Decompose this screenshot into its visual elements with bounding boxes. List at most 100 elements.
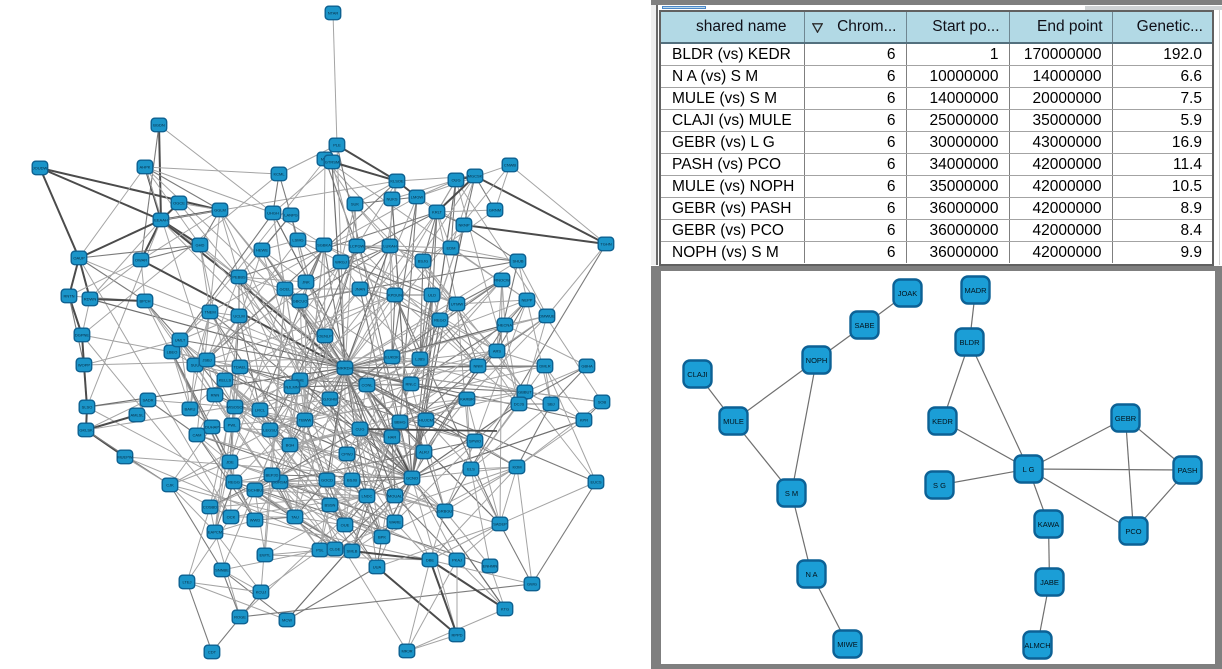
- svg-text:EDM: EDM: [447, 246, 456, 251]
- svg-text:HUJCM: HUJCM: [419, 418, 433, 423]
- svg-text:BSSN: BSSN: [325, 503, 336, 508]
- svg-text:BSJB: BSJB: [347, 478, 357, 483]
- svg-text:LANPG: LANPG: [284, 213, 298, 218]
- svg-text:TGHN: TGHN: [600, 242, 611, 247]
- svg-text:GBHA: GBHA: [581, 364, 593, 369]
- svg-text:REGG: REGG: [228, 480, 240, 485]
- svg-text:KPR: KPR: [580, 418, 588, 423]
- svg-text:LBEO: LBEO: [167, 350, 178, 355]
- svg-text:LJBS: LJBS: [415, 357, 425, 362]
- svg-text:MRJR: MRJR: [401, 649, 412, 654]
- svg-text:LTEJ: LTEJ: [182, 580, 191, 585]
- svg-text:ELS: ELS: [467, 467, 475, 472]
- svg-text:GKLSK: GKLSK: [79, 428, 93, 433]
- svg-text:BAKU: BAKU: [185, 407, 196, 412]
- svg-text:BGDN: BGDN: [153, 123, 165, 128]
- svg-text:MRRDH: MRRDH: [338, 366, 353, 371]
- svg-text:PASH: PASH: [1177, 466, 1197, 475]
- svg-text:L G: L G: [1022, 465, 1034, 474]
- svg-text:REGO: REGO: [434, 318, 446, 323]
- svg-text:S G: S G: [933, 481, 946, 490]
- svg-text:KCML: KCML: [273, 172, 285, 177]
- svg-text:MIWE: MIWE: [837, 640, 857, 649]
- svg-text:KELLS: KELLS: [219, 378, 232, 383]
- svg-text:BPCH: BPCH: [139, 299, 150, 304]
- svg-text:SBJ: SBJ: [547, 402, 554, 407]
- svg-text:KARBR: KARBR: [460, 397, 474, 402]
- svg-text:MCW: MCW: [282, 618, 292, 623]
- svg-text:GJGHB: GJGHB: [323, 397, 337, 402]
- svg-text:OUE: OUE: [341, 523, 350, 528]
- svg-text:SHE: SHE: [296, 378, 305, 383]
- svg-text:CPWJ: CPWJ: [341, 452, 352, 457]
- svg-text:GEBR: GEBR: [1114, 414, 1136, 423]
- svg-text:CAM: CAM: [193, 433, 202, 438]
- svg-text:SUU: SUU: [191, 363, 200, 368]
- svg-text:DCJS: DCJS: [514, 402, 525, 407]
- svg-text:NKNP: NKNP: [458, 223, 469, 228]
- svg-text:SGBKA: SGBKA: [317, 243, 331, 248]
- svg-text:UCLM: UCLM: [233, 314, 244, 319]
- svg-text:WARE: WARE: [389, 520, 401, 525]
- svg-text:CNWB: CNWB: [504, 163, 517, 168]
- svg-text:HEWE: HEWE: [256, 248, 268, 253]
- svg-text:RPPD: RPPD: [451, 633, 462, 638]
- svg-text:SMLB: SMLB: [347, 549, 358, 554]
- svg-text:GBBUT: GBBUT: [518, 390, 532, 395]
- svg-text:SADEP: SADEP: [493, 522, 507, 527]
- svg-text:HECNA: HECNA: [498, 323, 512, 328]
- svg-text:BLDR: BLDR: [959, 338, 980, 347]
- svg-text:LRCL: LRCL: [255, 408, 266, 413]
- svg-text:LMGW: LMGW: [411, 195, 424, 200]
- svg-text:KCUJ: KCUJ: [256, 590, 266, 595]
- svg-text:GRBGU: GRBGU: [438, 509, 453, 514]
- svg-text:JORSM: JORSM: [273, 480, 287, 485]
- svg-text:ARS: ARS: [493, 349, 502, 354]
- svg-text:JDE: JDE: [226, 460, 234, 465]
- svg-text:SOB: SOB: [598, 400, 607, 405]
- svg-text:GCNO: GCNO: [406, 476, 418, 481]
- svg-text:KPDUN: KPDUN: [388, 293, 402, 298]
- svg-text:ENHMN: ENHMN: [483, 564, 498, 569]
- svg-text:NOPH: NOPH: [805, 356, 827, 365]
- svg-text:BSJG: BSJG: [418, 259, 428, 264]
- svg-text:ALRJ: ALRJ: [419, 450, 429, 455]
- svg-text:TBWW: TBWW: [299, 418, 312, 423]
- svg-text:MOUAL: MOUAL: [388, 494, 403, 499]
- svg-text:TNEM: TNEM: [204, 310, 215, 315]
- svg-text:JSBJ: JSBJ: [202, 358, 211, 363]
- svg-text:KEDR: KEDR: [932, 417, 953, 426]
- svg-text:ULD: ULD: [428, 293, 436, 298]
- svg-text:OGCE: OGCE: [173, 201, 185, 206]
- svg-text:KAWA: KAWA: [1037, 520, 1059, 529]
- svg-text:BEPJD: BEPJD: [266, 473, 279, 478]
- svg-text:PLE: PLE: [333, 143, 341, 148]
- svg-text:HAR: HAR: [388, 435, 397, 440]
- svg-text:BPK: BPK: [378, 535, 386, 540]
- svg-text:MADR: MADR: [964, 286, 987, 295]
- svg-text:EAPCM: EAPCM: [208, 530, 222, 535]
- svg-text:RNN: RNN: [211, 393, 220, 398]
- svg-text:ALMCH: ALMCH: [1024, 641, 1050, 650]
- svg-text:N A: N A: [805, 570, 817, 579]
- svg-text:DMLR: DMLR: [539, 364, 550, 369]
- svg-text:JOUDW: JOUDW: [33, 166, 48, 171]
- svg-text:NJLMN: NJLMN: [285, 385, 298, 390]
- svg-text:GOCD: GOCD: [321, 478, 333, 483]
- svg-text:EUCS: EUCS: [590, 480, 601, 485]
- svg-text:NTAR: NTAR: [328, 11, 339, 16]
- svg-text:LCPGW: LCPGW: [350, 244, 365, 249]
- svg-text:OCK: OCK: [227, 515, 236, 520]
- svg-text:EWTL: EWTL: [259, 553, 271, 558]
- svg-text:PKAJ: PKAJ: [452, 558, 462, 563]
- svg-text:RNTN: RNTN: [63, 294, 74, 299]
- svg-text:SNNBE: SNNBE: [215, 568, 229, 573]
- svg-text:CLGE: CLGE: [330, 547, 341, 552]
- svg-text:DGPNE: DGPNE: [75, 333, 90, 338]
- svg-text:OUG: OUG: [451, 178, 460, 183]
- svg-text:CJK: CJK: [166, 483, 174, 488]
- svg-text:WOPP: WOPP: [78, 363, 91, 368]
- svg-text:KOM: KOM: [512, 465, 521, 470]
- svg-text:SADR: SADR: [142, 398, 153, 403]
- svg-text:MGCSK: MGCSK: [468, 174, 483, 179]
